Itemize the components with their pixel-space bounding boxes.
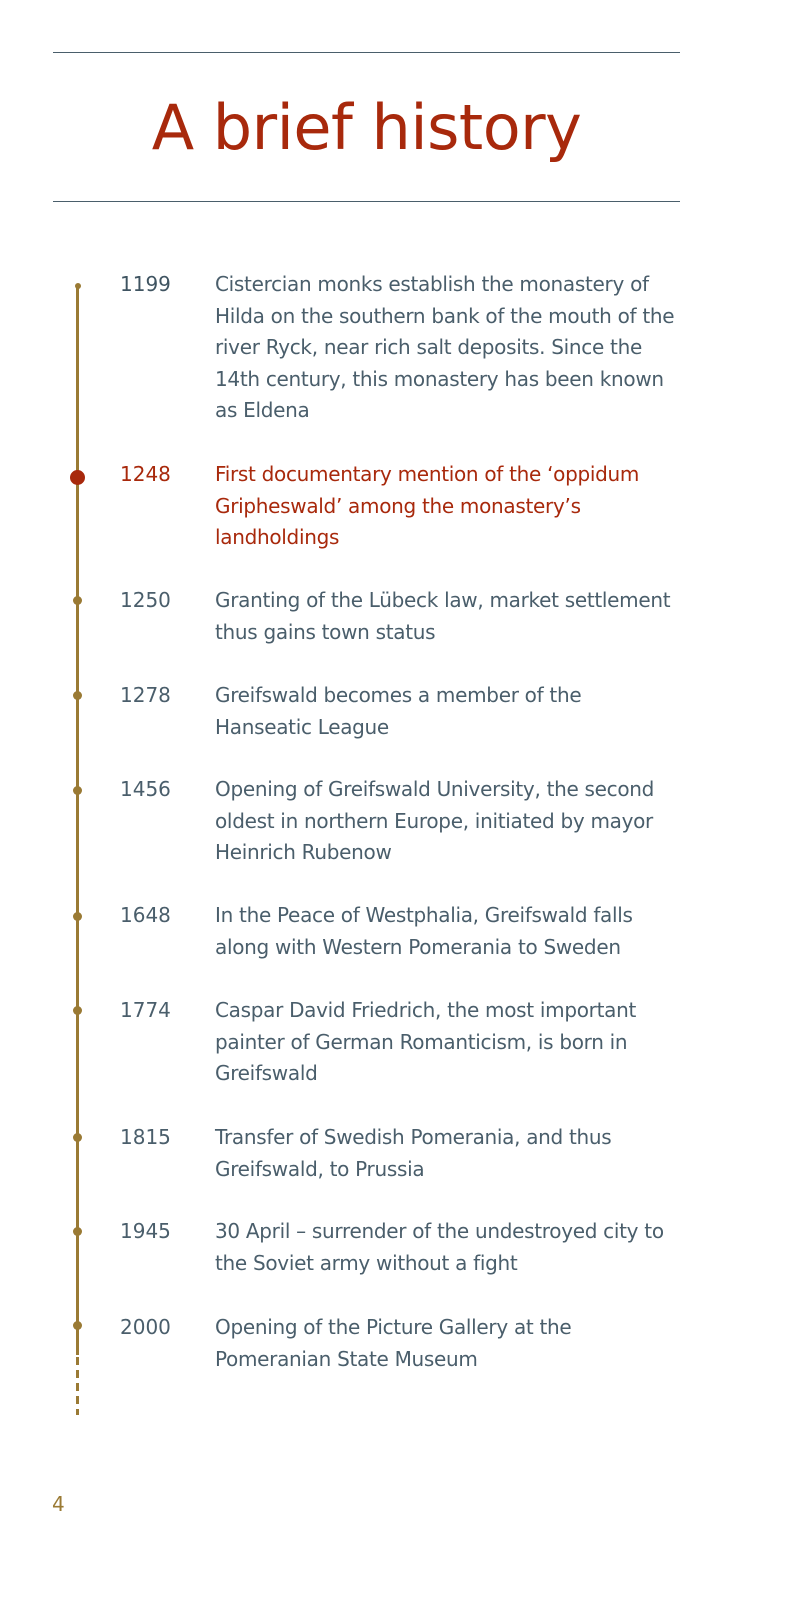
event-year: 2000	[120, 1315, 171, 1339]
timeline-marker	[73, 691, 82, 700]
timeline-marker	[73, 596, 82, 605]
event-year: 1648	[120, 903, 171, 927]
event-year: 1248	[120, 462, 171, 486]
timeline-marker	[74, 283, 81, 289]
page-title: A brief history	[151, 91, 582, 164]
event-description: Opening of the Picture Gallery at the Po…	[215, 1315, 572, 1371]
event-year: 1456	[120, 777, 171, 801]
bottom-rule	[53, 201, 680, 202]
event-description: Cistercian monks establish the monastery…	[215, 272, 675, 422]
event-description: First documentary mention of the ‘oppidu…	[215, 462, 640, 549]
event-description: Transfer of Swedish Pomerania, and thus …	[215, 1125, 612, 1181]
event-year: 1278	[120, 683, 171, 707]
timeline-marker	[73, 1133, 82, 1142]
timeline-marker	[73, 1006, 82, 1015]
timeline-marker-highlight	[70, 470, 85, 485]
event-year: 1199	[120, 272, 171, 296]
event-year: 1815	[120, 1125, 171, 1149]
timeline-dashed-end	[76, 1357, 79, 1415]
event-description: Greifswald becomes a member of the Hanse…	[215, 683, 582, 739]
timeline-marker	[73, 786, 82, 795]
event-description: In the Peace of Westphalia, Greifswald f…	[215, 903, 633, 959]
top-rule	[53, 52, 680, 53]
timeline-marker	[73, 912, 82, 921]
event-description: 30 April – surrender of the undestroyed …	[215, 1219, 664, 1275]
event-description: Caspar David Friedrich, the most importa…	[215, 998, 636, 1085]
event-description: Granting of the Lübeck law, market settl…	[215, 588, 671, 644]
event-description: Opening of Greifswald University, the se…	[215, 777, 655, 864]
page-number: 4	[52, 1492, 65, 1516]
event-year: 1774	[120, 998, 171, 1022]
event-year: 1945	[120, 1219, 171, 1243]
event-year: 1250	[120, 588, 171, 612]
timeline-marker	[73, 1227, 82, 1236]
timeline-line	[76, 287, 79, 1355]
timeline-marker	[73, 1321, 82, 1330]
